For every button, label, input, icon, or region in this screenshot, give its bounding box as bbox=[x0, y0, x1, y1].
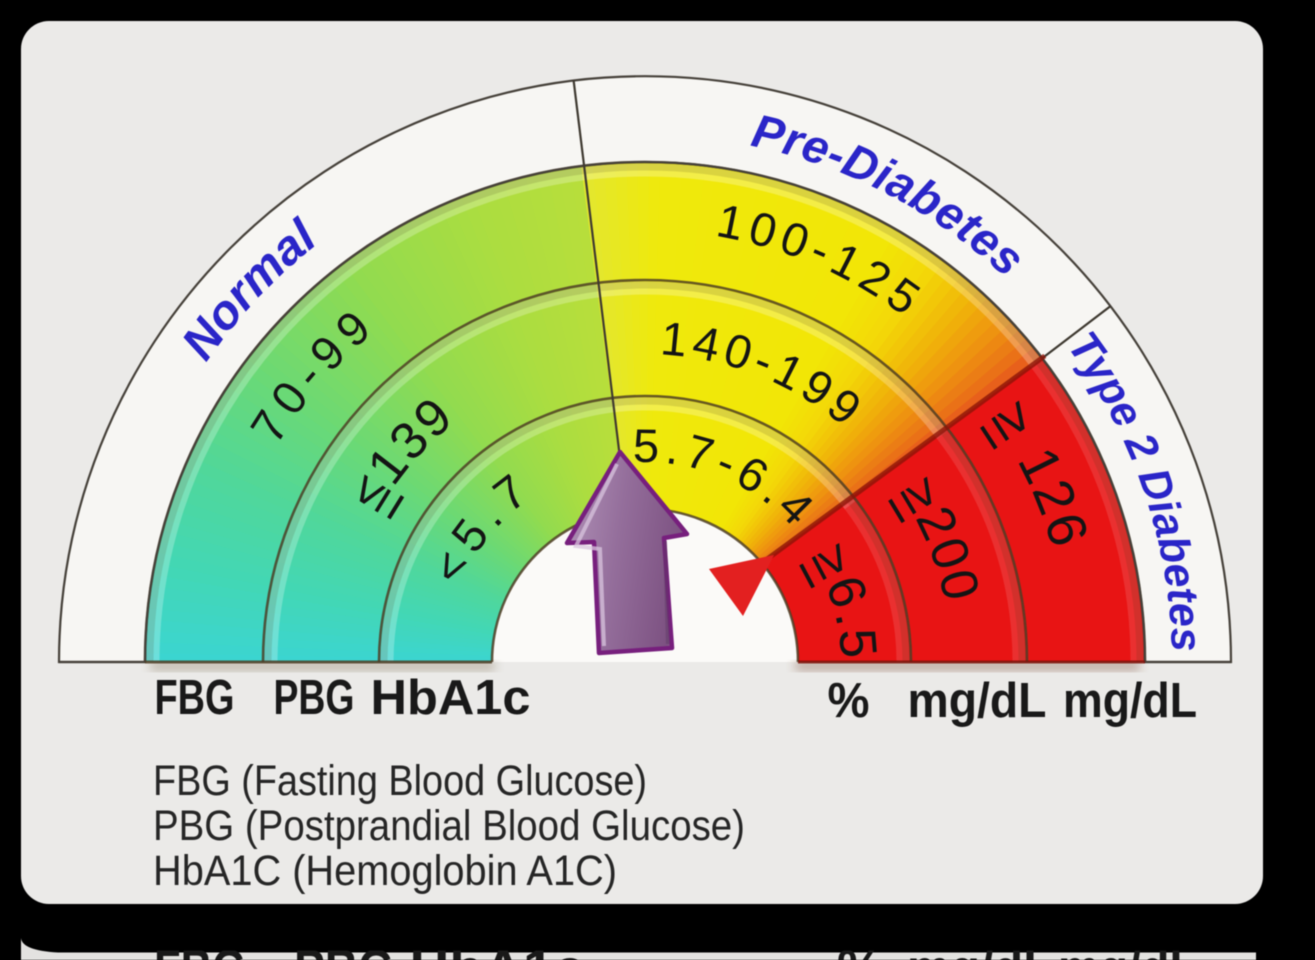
svg-text:PBG: PBG bbox=[274, 671, 355, 725]
svg-text:HbA1c: HbA1c bbox=[410, 940, 585, 960]
svg-text:HbA1C (Hemoglobin A1C): HbA1C (Hemoglobin A1C) bbox=[153, 847, 617, 895]
svg-text:FBG: FBG bbox=[154, 940, 246, 960]
svg-text:FBG (Fasting Blood Glucose): FBG (Fasting Blood Glucose) bbox=[153, 757, 647, 805]
svg-text:%: % bbox=[837, 940, 883, 960]
svg-text:PBG (Postprandial Blood Glucos: PBG (Postprandial Blood Glucose) bbox=[153, 802, 745, 850]
svg-text:mg/dL: mg/dL bbox=[1063, 674, 1197, 728]
svg-text:FBG: FBG bbox=[155, 671, 235, 725]
svg-text:mg/dL: mg/dL bbox=[1058, 940, 1198, 960]
svg-text:%: % bbox=[828, 674, 870, 728]
svg-text:HbA1c: HbA1c bbox=[371, 671, 531, 725]
svg-text:PBG: PBG bbox=[294, 940, 394, 960]
svg-text:mg/dL: mg/dL bbox=[907, 940, 1053, 960]
svg-text:mg/dL: mg/dL bbox=[908, 674, 1047, 728]
